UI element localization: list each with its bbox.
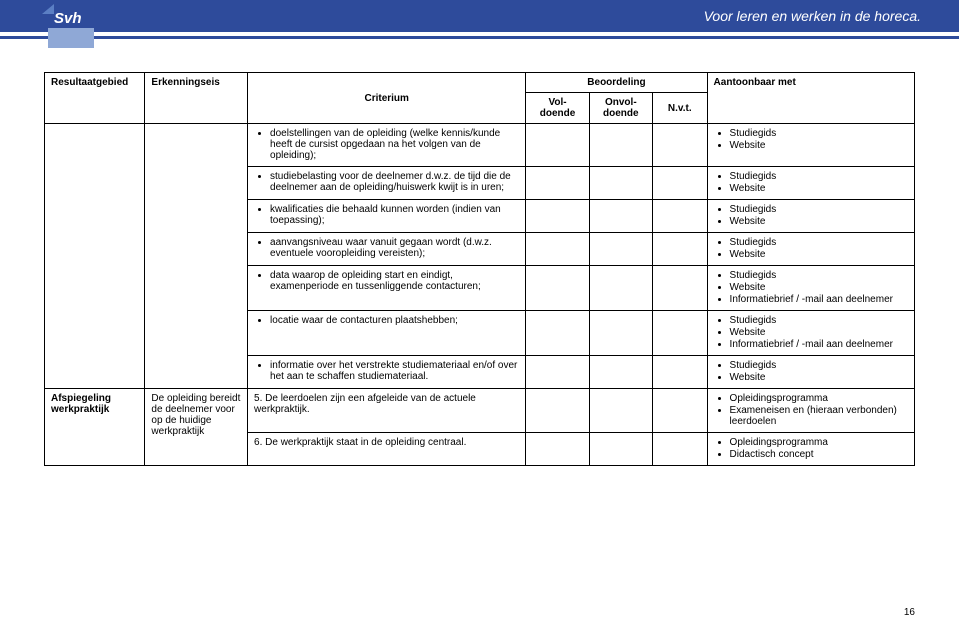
- cell-criterium: locatie waar de contacturen plaatshebben…: [248, 311, 526, 356]
- evidence-item: Studiegids: [730, 204, 908, 215]
- criterium-text: 6. De werkpraktijk staat in de opleiding…: [254, 437, 519, 448]
- cell-evidence: Studiegids Website Informatiebrief / -ma…: [707, 266, 914, 311]
- criterium-text: informatie over het verstrekte studiemat…: [270, 360, 519, 382]
- evidence-item: Website: [730, 183, 908, 194]
- th-erkenningseis: Erkenningseis: [145, 73, 248, 124]
- evidence-item: Informatiebrief / -mail aan deelnemer: [730, 294, 908, 305]
- cell-evidence: Studiegids Website: [707, 233, 914, 266]
- evidence-item: Studiegids: [730, 315, 908, 326]
- criterium-text: doelstellingen van de opleiding (welke k…: [270, 128, 519, 161]
- cell-criterium: data waarop de opleiding start en eindig…: [248, 266, 526, 311]
- cell-evidence: Studiegids Website: [707, 167, 914, 200]
- page-header: Voor leren en werken in de horeca. Svh: [0, 0, 959, 54]
- evidence-item: Website: [730, 216, 908, 227]
- evidence-item: Didactisch concept: [730, 449, 908, 460]
- cell-evidence: Studiegids Website: [707, 356, 914, 389]
- th-resultaatgebied: Resultaatgebied: [45, 73, 145, 124]
- criterium-text: aanvangsniveau waar vanuit gegaan wordt …: [270, 237, 519, 259]
- evidence-item: Studiegids: [730, 171, 908, 182]
- cell-criterium: kwalificaties die behaald kunnen worden …: [248, 200, 526, 233]
- cell-criterium: 5. De leerdoelen zijn een afgeleide van …: [248, 389, 526, 433]
- evidence-item: Informatiebrief / -mail aan deelnemer: [730, 339, 908, 350]
- svh-logo: Svh: [42, 4, 100, 54]
- evidence-item: Studiegids: [730, 128, 908, 139]
- criterium-text: studiebelasting voor de deelnemer d.w.z.…: [270, 171, 519, 193]
- cell-criterium: doelstellingen van de opleiding (welke k…: [248, 124, 526, 167]
- cell-erkenning: De opleiding bereidt de deelnemer voor o…: [145, 389, 248, 466]
- cell-onvoldoende: [589, 124, 652, 167]
- cell-evidence: Opleidingsprogramma Didactisch concept: [707, 433, 914, 466]
- evidence-item: Website: [730, 327, 908, 338]
- criterium-text: data waarop de opleiding start en eindig…: [270, 270, 519, 292]
- cell-evidence: Studiegids Website Informatiebrief / -ma…: [707, 311, 914, 356]
- evidence-item: Website: [730, 140, 908, 151]
- evidence-item: Opleidingsprogramma: [730, 393, 908, 404]
- evidence-item: Studiegids: [730, 360, 908, 371]
- cell-nvt: [652, 124, 707, 167]
- table-header-row-1: Resultaatgebied Erkenningseis Criterium …: [45, 73, 915, 93]
- header-bar: Voor leren en werken in de horeca.: [0, 0, 959, 32]
- header-tagline: Voor leren en werken in de horeca.: [704, 8, 921, 24]
- page-number: 16: [904, 607, 915, 618]
- cell-erkenning-empty: [145, 124, 248, 389]
- criterium-text: kwalificaties die behaald kunnen worden …: [270, 204, 519, 226]
- page-content: Resultaatgebied Erkenningseis Criterium …: [44, 72, 915, 596]
- criteria-table: Resultaatgebied Erkenningseis Criterium …: [44, 72, 915, 466]
- cell-resultaat: Afspiegeling werkpraktijk: [45, 389, 145, 466]
- cell-evidence: Studiegids Website: [707, 200, 914, 233]
- cell-voldoende: [526, 124, 589, 167]
- criterium-text: 5. De leerdoelen zijn een afgeleide van …: [254, 393, 519, 415]
- evidence-item: Studiegids: [730, 237, 908, 248]
- cell-resultaat-empty: [45, 124, 145, 389]
- logo-text: Svh: [54, 10, 82, 27]
- th-onvoldoende: Onvol-doende: [589, 93, 652, 124]
- cell-evidence: Studiegids Website: [707, 124, 914, 167]
- th-voldoende: Vol-doende: [526, 93, 589, 124]
- table-row: Afspiegeling werkpraktijk De opleiding b…: [45, 389, 915, 433]
- cell-criterium: aanvangsniveau waar vanuit gegaan wordt …: [248, 233, 526, 266]
- header-divider-2: [0, 36, 959, 39]
- evidence-item: Website: [730, 282, 908, 293]
- cell-criterium: informatie over het verstrekte studiemat…: [248, 356, 526, 389]
- th-nvt: N.v.t.: [652, 93, 707, 124]
- th-criterium: Criterium: [248, 73, 526, 124]
- cell-evidence: Opleidingsprogramma Exameneisen en (hier…: [707, 389, 914, 433]
- cell-criterium: studiebelasting voor de deelnemer d.w.z.…: [248, 167, 526, 200]
- evidence-item: Exameneisen en (hieraan verbonden) leerd…: [730, 405, 908, 427]
- table-row: doelstellingen van de opleiding (welke k…: [45, 124, 915, 167]
- evidence-item: Website: [730, 372, 908, 383]
- th-beoordeling: Beoordeling: [526, 73, 707, 93]
- evidence-item: Opleidingsprogramma: [730, 437, 908, 448]
- th-aantoonbaar: Aantoonbaar met: [707, 73, 914, 124]
- cell-criterium: 6. De werkpraktijk staat in de opleiding…: [248, 433, 526, 466]
- evidence-item: Website: [730, 249, 908, 260]
- evidence-item: Studiegids: [730, 270, 908, 281]
- criterium-text: locatie waar de contacturen plaatshebben…: [270, 315, 519, 326]
